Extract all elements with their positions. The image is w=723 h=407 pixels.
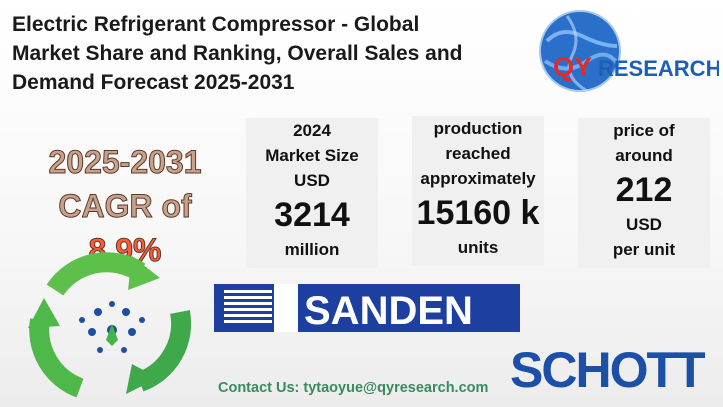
contact-line: Contact Us: tytaoyue@qyresearch.com <box>218 380 489 396</box>
cagr-period: 2025-2031 <box>48 144 202 181</box>
logo-qy-text: QY <box>553 52 592 82</box>
price-value: 212 <box>615 171 673 209</box>
globe-icon <box>79 301 145 353</box>
cagr-block: 2025-2031 CAGR of 8.9% <box>18 140 232 272</box>
price-unit: per unit <box>612 240 676 259</box>
qyresearch-logo: QY RESEARCH <box>539 10 719 93</box>
sanden-logo: SANDEN <box>214 284 520 332</box>
page-title: Electric Refrigerant Compressor - Global… <box>12 10 532 97</box>
cagr-label: CAGR of <box>58 188 192 225</box>
production-card: production reached approximately 15160 k… <box>412 116 544 266</box>
sanden-text: SANDEN <box>304 289 473 332</box>
title-line-1: Electric Refrigerant Compressor - Global <box>12 13 420 36</box>
market-year: 2024 <box>293 121 331 140</box>
price-currency: USD <box>626 215 662 234</box>
production-unit: units <box>457 238 499 257</box>
market-label: Market Size <box>265 146 359 165</box>
price-label-1: price of <box>613 121 675 140</box>
logo-research-text: RESEARCH <box>598 56 719 81</box>
market-currency: USD <box>294 171 330 190</box>
production-label-2: reached <box>445 144 511 163</box>
title-line-3: Demand Forecast 2025-2031 <box>12 71 295 94</box>
market-size-card: 2024 Market Size USD 3214 million <box>246 118 378 268</box>
market-unit: million <box>284 240 340 259</box>
recycle-arrows-icon <box>28 252 192 398</box>
market-value: 3214 <box>274 196 350 234</box>
production-label-1: production <box>433 119 523 138</box>
schott-logo: SCHOTT <box>510 342 706 398</box>
production-label-3: approximately <box>420 169 536 188</box>
price-label-2: around <box>615 146 673 165</box>
production-value: 15160 k <box>416 194 540 232</box>
price-card: price of around 212 USD per unit <box>578 118 710 268</box>
title-line-2: Market Share and Ranking, Overall Sales … <box>12 42 463 65</box>
